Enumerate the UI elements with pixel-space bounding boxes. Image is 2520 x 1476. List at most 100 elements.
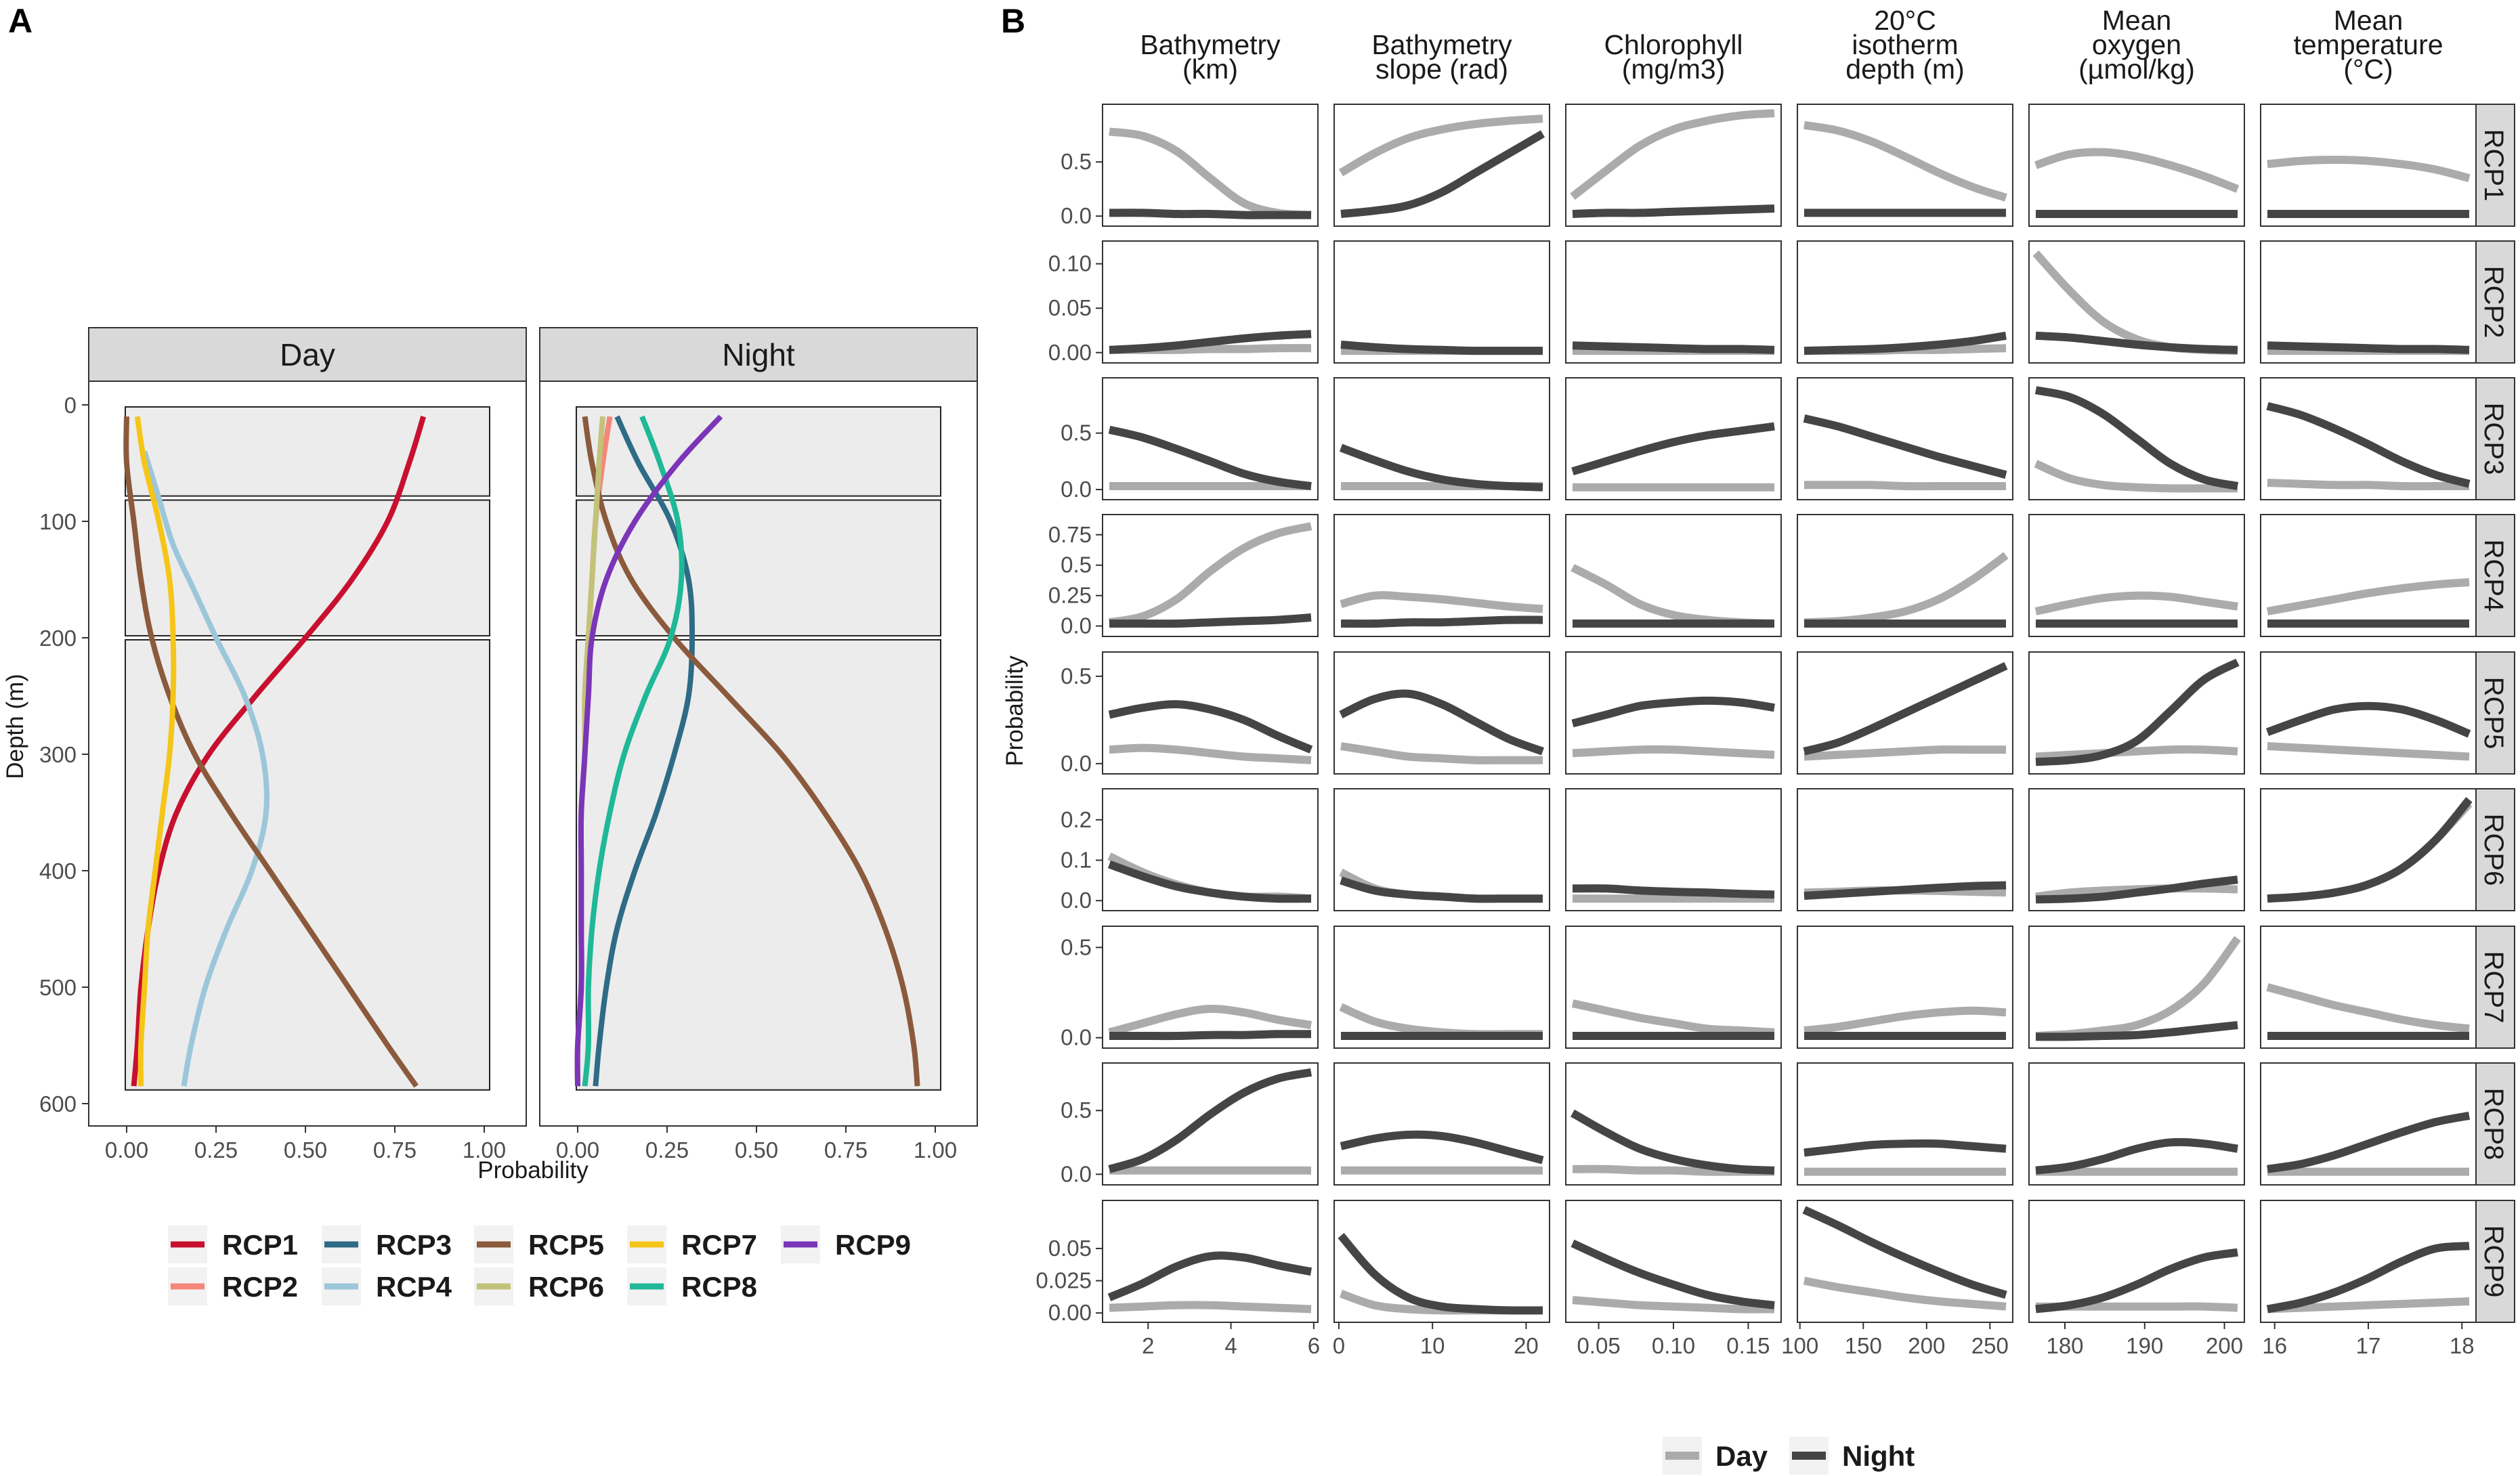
legend-item-rcp3: RCP3 <box>322 1225 452 1263</box>
depth-zone-box <box>125 499 490 636</box>
y-tick-label: 0.00 <box>1048 340 1092 365</box>
y-tick-label: 0.0 <box>1061 613 1092 638</box>
cell <box>1333 651 1550 775</box>
x-tick-label: 150 <box>1845 1333 1882 1358</box>
x-tick-label: 0.05 <box>1577 1333 1620 1358</box>
row-strip <box>2473 514 2515 637</box>
curve-night <box>2266 401 2471 488</box>
y-tick-label: 0.5 <box>1061 420 1092 446</box>
curve-night <box>2035 1137 2238 1175</box>
legend-item-rcp1: RCP1 <box>168 1225 298 1263</box>
row-rcp3: RCP3 0.0 0.5 <box>1061 377 2515 502</box>
curve-night <box>2267 341 2470 354</box>
curve-day <box>2267 742 2470 761</box>
cell <box>1565 651 1782 775</box>
column-header: Mean <box>2102 5 2172 36</box>
curve-day <box>1338 114 1543 177</box>
x-tick-label: 4 <box>1224 1333 1237 1358</box>
curve-night <box>2266 1242 2470 1314</box>
cell-plot-area <box>1333 926 1550 1049</box>
legend-label: RCP9 <box>835 1229 911 1261</box>
cell <box>1102 104 1319 227</box>
curve-night <box>1571 696 1775 728</box>
cell-plot-area <box>1333 104 1550 227</box>
curve-night <box>1572 884 1775 899</box>
row-strip <box>2473 788 2515 911</box>
x-tick-label: 0.25 <box>194 1137 238 1163</box>
curve-day <box>1570 109 1775 200</box>
y-tick-label: 0.5 <box>1061 664 1092 689</box>
curve-night <box>1338 1232 1543 1315</box>
y-tick-label: 300 <box>39 742 77 767</box>
cell <box>1333 1200 1550 1323</box>
row-strip <box>2473 377 2515 500</box>
x-tick-label: 200 <box>2206 1333 2243 1358</box>
cell <box>1333 926 1550 1049</box>
row-strip-label: RCP5 <box>2479 677 2508 750</box>
curve-night <box>1108 1068 1312 1173</box>
curve-night <box>1109 209 1311 219</box>
column-header: Chlorophyll <box>1604 29 1743 60</box>
curve-night <box>1340 876 1543 903</box>
cell <box>1333 377 1550 500</box>
x-tick-label: 200 <box>1908 1333 1945 1358</box>
row-strip <box>2473 104 2515 227</box>
cell <box>1797 1200 2013 1323</box>
cell <box>2260 240 2477 364</box>
series-line-rcp5 <box>123 416 419 1088</box>
y-tick-label: 0.5 <box>1061 934 1092 959</box>
curve-night <box>1803 414 2007 479</box>
cell <box>1102 240 1319 364</box>
row-strip <box>2473 240 2515 364</box>
cell <box>1565 240 1782 364</box>
curve-night <box>1339 689 1545 756</box>
column-header: (µmol/kg) <box>2078 53 2195 85</box>
x-tick-label: 2 <box>1142 1333 1154 1358</box>
row-rcp8: RCP8 0.0 0.5 <box>1061 1062 2515 1186</box>
row-rcp7: RCP7 0.0 0.5 <box>1061 926 2515 1050</box>
cell <box>2260 377 2477 500</box>
x-tick-label: 20 <box>1514 1333 1539 1358</box>
row-strip-label: RCP9 <box>2479 1225 2508 1298</box>
legend-label: RCP7 <box>681 1229 757 1261</box>
cell <box>2028 240 2245 364</box>
curve-day <box>1109 743 1312 764</box>
column-header: Bathymetry <box>1140 29 1281 60</box>
curve-night <box>2035 331 2238 354</box>
curve-night <box>1803 1139 2007 1157</box>
curve-night <box>1803 881 2007 900</box>
cell <box>2260 926 2477 1049</box>
legend-item-rcp6: RCP6 <box>474 1267 604 1305</box>
cell <box>1102 1062 1319 1186</box>
x-tick-label: 0.75 <box>824 1137 868 1163</box>
x-tick-label: 16 <box>2262 1333 2287 1358</box>
legend-label: Day <box>1715 1440 1768 1472</box>
y-tick-label: 0.05 <box>1048 1236 1092 1261</box>
y-tick-label: 0.0 <box>1061 203 1092 228</box>
column-header: Bathymetry <box>1371 29 1512 60</box>
curve-day <box>1571 999 1775 1037</box>
column-header: Mean <box>2334 5 2404 36</box>
curve-night <box>1572 341 1775 354</box>
curve-day <box>1803 1006 2007 1035</box>
y-tick-label: 0.2 <box>1061 807 1092 832</box>
cell <box>1797 514 2013 637</box>
y-tick-label: 500 <box>39 975 77 1000</box>
x-tick-label: 180 <box>2046 1333 2083 1358</box>
cell <box>1102 651 1319 775</box>
cell-plot-area <box>2028 514 2245 637</box>
x-tick-label: 190 <box>2126 1333 2163 1358</box>
curve-night <box>1107 860 1312 903</box>
depth-zone-box <box>125 406 490 497</box>
depth-zone-box <box>576 406 941 497</box>
cell-plot-area <box>1333 1062 1550 1186</box>
cell <box>1102 788 1319 911</box>
row-strip-label: RCP8 <box>2479 1088 2508 1160</box>
cell <box>1797 1062 2013 1186</box>
curve-night <box>1109 613 1312 628</box>
series-line-rcp7 <box>134 416 177 1087</box>
curve-day <box>1803 121 2007 202</box>
y-tick-label: 0.0 <box>1061 888 1092 913</box>
